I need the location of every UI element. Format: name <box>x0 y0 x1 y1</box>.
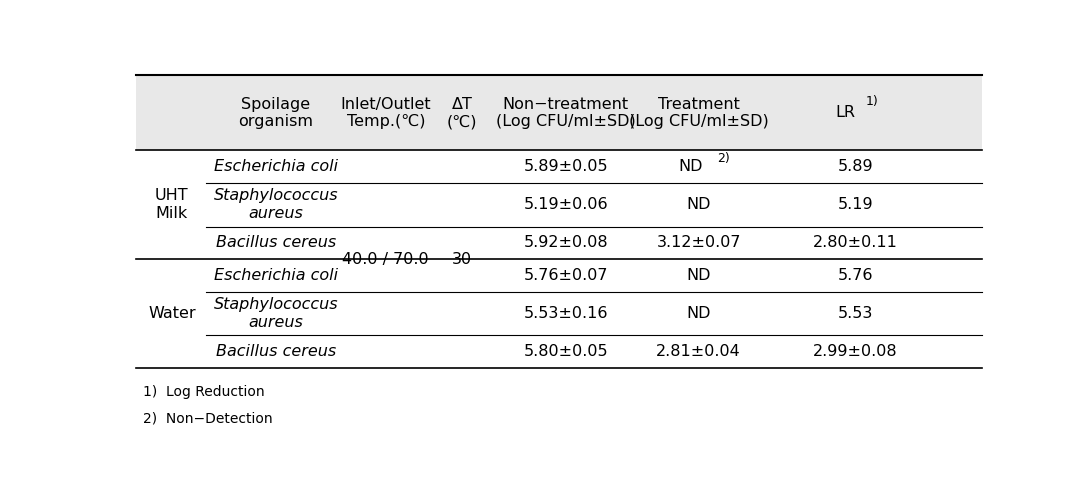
Text: Bacillus cereus: Bacillus cereus <box>216 344 336 359</box>
Text: 40.0 / 70.0: 40.0 / 70.0 <box>343 252 429 266</box>
Text: ND: ND <box>686 197 711 212</box>
Text: 5.19±0.06: 5.19±0.06 <box>524 197 608 212</box>
Text: 5.76: 5.76 <box>837 268 873 283</box>
Text: Staphylococcus
aureus: Staphylococcus aureus <box>214 188 338 221</box>
Text: ND: ND <box>678 159 703 174</box>
Text: 5.53: 5.53 <box>838 306 873 321</box>
Text: Non−treatment
(Log CFU/ml±SD): Non−treatment (Log CFU/ml±SD) <box>496 96 636 129</box>
Text: Escherichia coli: Escherichia coli <box>214 268 338 283</box>
Text: Treatment
(Log CFU/ml±SD): Treatment (Log CFU/ml±SD) <box>628 96 768 129</box>
Text: 3.12±0.07: 3.12±0.07 <box>657 235 741 250</box>
Text: 5.80±0.05: 5.80±0.05 <box>524 344 608 359</box>
Text: 2.80±0.11: 2.80±0.11 <box>813 235 898 250</box>
Text: Bacillus cereus: Bacillus cereus <box>216 235 336 250</box>
Text: UHT
Milk: UHT Milk <box>155 188 189 221</box>
Text: 5.19: 5.19 <box>837 197 873 212</box>
Text: ND: ND <box>686 306 711 321</box>
Text: ΔT
(℃): ΔT (℃) <box>446 96 477 129</box>
Text: 5.89: 5.89 <box>837 159 873 174</box>
Text: 5.89±0.05: 5.89±0.05 <box>524 159 608 174</box>
Text: 2)  Non−Detection: 2) Non−Detection <box>143 412 273 426</box>
Text: 1): 1) <box>866 95 879 108</box>
Text: 2.99±0.08: 2.99±0.08 <box>813 344 898 359</box>
Text: 1)  Log Reduction: 1) Log Reduction <box>143 385 265 399</box>
Text: 5.53±0.16: 5.53±0.16 <box>524 306 608 321</box>
Text: Staphylococcus
aureus: Staphylococcus aureus <box>214 297 338 330</box>
Bar <box>136 75 982 150</box>
Text: 2.81±0.04: 2.81±0.04 <box>657 344 741 359</box>
Text: ND: ND <box>686 268 711 283</box>
Text: 5.92±0.08: 5.92±0.08 <box>524 235 608 250</box>
Text: Inlet/Outlet
Temp.(℃): Inlet/Outlet Temp.(℃) <box>340 96 431 129</box>
Text: Escherichia coli: Escherichia coli <box>214 159 338 174</box>
Text: 5.76±0.07: 5.76±0.07 <box>524 268 608 283</box>
Text: Water: Water <box>148 306 195 321</box>
Text: 30: 30 <box>452 252 472 266</box>
Text: Spoilage
organism: Spoilage organism <box>239 96 313 129</box>
Text: 2): 2) <box>717 152 730 165</box>
Text: LR: LR <box>835 105 855 120</box>
